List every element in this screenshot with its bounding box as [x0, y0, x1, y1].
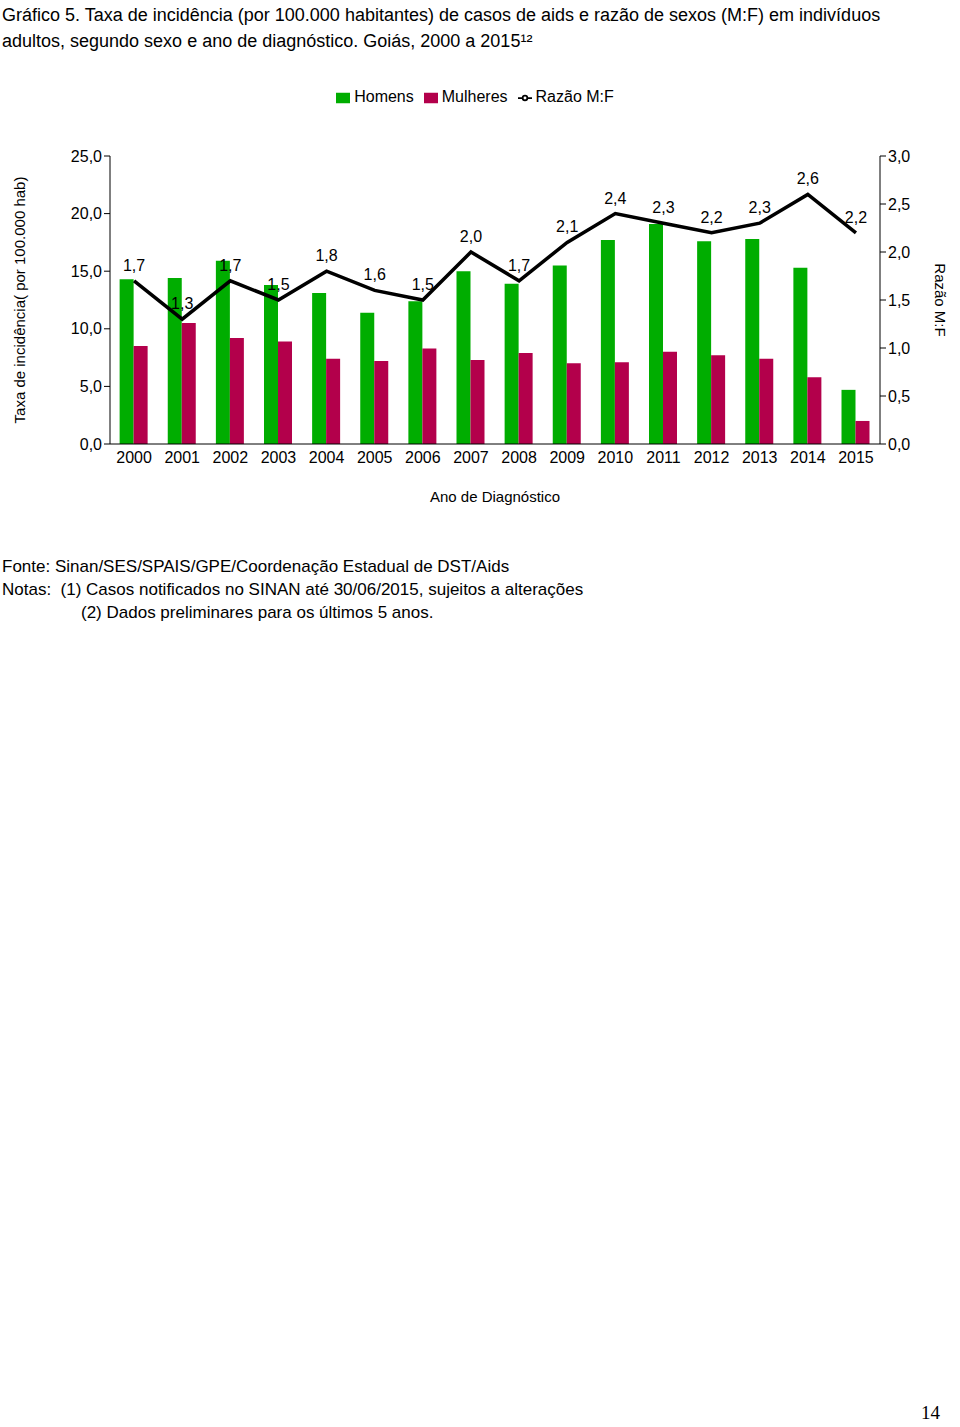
svg-text:2,1: 2,1	[556, 218, 578, 235]
svg-text:2006: 2006	[405, 449, 441, 466]
svg-text:2010: 2010	[598, 449, 634, 466]
html-text:Notas: (1) Casos notificados n: Notas: (1) Casos notificados no SINAN at…	[2, 580, 584, 599]
svg-text:Ano de Diagnóstico: Ano de Diagnóstico	[430, 488, 560, 505]
svg-text:3,0: 3,0	[888, 148, 910, 165]
html-text:Gráfico 5. Taxa de incidência: Gráfico 5. Taxa de incidência (por 100.0…	[2, 5, 881, 51]
svg-text:1,0: 1,0	[888, 340, 910, 357]
svg-text:2012: 2012	[694, 449, 730, 466]
html-text:(2) Dados preliminares para os: (2) Dados preliminares para os últimos 5…	[81, 603, 434, 622]
svg-text:2004: 2004	[309, 449, 345, 466]
html-text:Homens: Homens	[354, 88, 414, 105]
svg-text:2003: 2003	[261, 449, 297, 466]
svg-text:1,7: 1,7	[123, 257, 145, 274]
svg-text:2,3: 2,3	[749, 199, 771, 216]
svg-text:2009: 2009	[549, 449, 585, 466]
svg-text:25,0: 25,0	[71, 148, 102, 165]
svg-text:1,6: 1,6	[364, 266, 386, 283]
svg-text:5,0: 5,0	[80, 378, 102, 395]
svg-text:1,5: 1,5	[888, 292, 910, 309]
svg-text:2015: 2015	[838, 449, 874, 466]
svg-text:2000: 2000	[116, 449, 152, 466]
svg-text:1,7: 1,7	[219, 257, 241, 274]
svg-text:1,5: 1,5	[267, 276, 289, 293]
html-text:Mulheres: Mulheres	[441, 88, 508, 105]
svg-text:2008: 2008	[501, 449, 537, 466]
svg-text:0,5: 0,5	[888, 388, 910, 405]
svg-text:0,0: 0,0	[80, 436, 102, 453]
svg-text:Taxa de incidência( por 100.00: Taxa de incidência( por 100.000 hab)	[11, 177, 28, 424]
html-text:14: 14	[921, 1402, 940, 1423]
svg-text:2007: 2007	[453, 449, 489, 466]
svg-text:2005: 2005	[357, 449, 393, 466]
html-text:Razão M:F: Razão M:F	[535, 88, 614, 105]
svg-text:2,6: 2,6	[797, 170, 819, 187]
svg-text:2011: 2011	[646, 449, 681, 466]
svg-text:15,0: 15,0	[71, 263, 102, 280]
svg-text:2002: 2002	[213, 449, 249, 466]
svg-text:2014: 2014	[790, 449, 826, 466]
svg-text:1,8: 1,8	[315, 247, 337, 264]
svg-text:1,3: 1,3	[171, 295, 193, 312]
svg-text:2001: 2001	[164, 449, 200, 466]
svg-text:2,3: 2,3	[652, 199, 674, 216]
svg-text:1,7: 1,7	[508, 257, 530, 274]
svg-text:0,0: 0,0	[888, 436, 910, 453]
svg-text:2,0: 2,0	[460, 228, 482, 245]
svg-text:Razão M:F: Razão M:F	[932, 263, 949, 336]
svg-text:2,5: 2,5	[888, 196, 910, 213]
svg-text:20,0: 20,0	[71, 205, 102, 222]
svg-text:10,0: 10,0	[71, 320, 102, 337]
svg-text:2013: 2013	[742, 449, 778, 466]
svg-text:2,2: 2,2	[845, 209, 867, 226]
svg-text:1,5: 1,5	[412, 276, 434, 293]
svg-text:2,2: 2,2	[700, 209, 722, 226]
html-text:Fonte: Sinan/SES/SPAIS/GPE/Coo: Fonte: Sinan/SES/SPAIS/GPE/Coordenação E…	[2, 557, 510, 576]
svg-text:2,4: 2,4	[604, 190, 626, 207]
svg-text:2,0: 2,0	[888, 244, 910, 261]
